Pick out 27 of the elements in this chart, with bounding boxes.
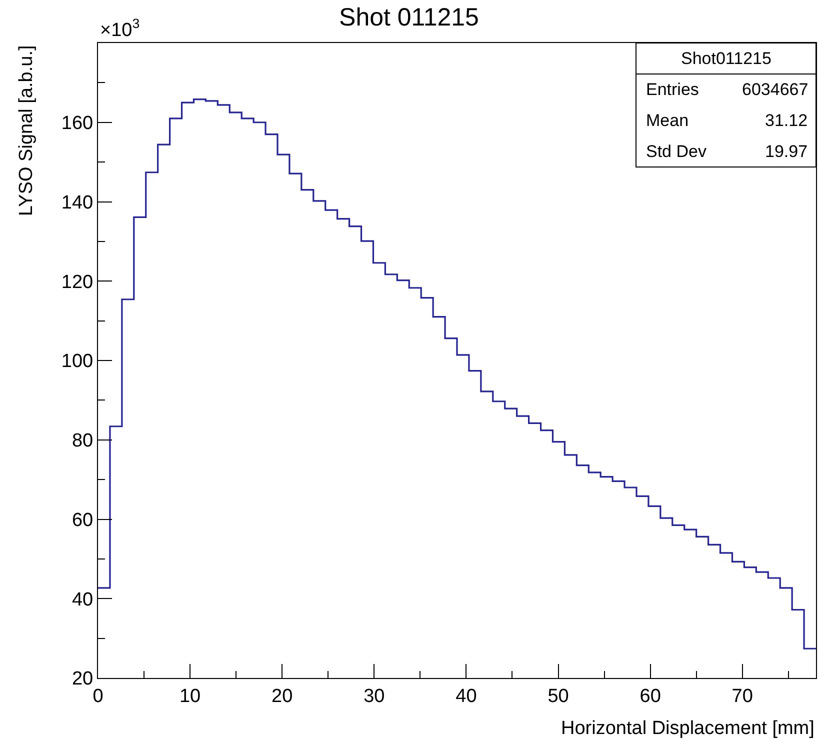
x-tick-label: 20 [272, 686, 293, 707]
y-tick-label: 20 [72, 668, 94, 690]
x-axis-title: Horizontal Displacement [mm] [561, 718, 814, 739]
text: ×10$^{3}$ [100, 16, 140, 41]
y-tick-label: 120 [61, 272, 94, 293]
x-tick-label: 0 [92, 686, 104, 707]
x-tick-label: 70 [732, 686, 753, 707]
annotation: 19.97 [765, 142, 808, 161]
y-tick-label: 100 [61, 351, 94, 372]
annotation: Std Dev [646, 142, 707, 161]
y-tick-label: 160 [61, 113, 94, 134]
x-tick-label: 10 [179, 686, 201, 707]
y-tick-label: 140 [61, 192, 94, 214]
annotation: 31.12 [765, 111, 808, 130]
x-tick-label: 60 [640, 686, 661, 707]
annotation: Mean [646, 111, 689, 130]
y-tick-label: 80 [72, 430, 94, 452]
annotation: 6034667 [742, 80, 808, 99]
x-tick-label: 40 [456, 686, 477, 707]
y-tick-label: 40 [72, 589, 94, 610]
annotation: Shot011215 [681, 49, 772, 68]
y-axis-title: LYSO Signal [a.b.u.] [16, 45, 37, 216]
annotation: Entries [646, 80, 699, 99]
y-tick-label: 60 [72, 510, 94, 531]
x-tick-label: 30 [364, 686, 385, 707]
chart-title: Shot 011215 [339, 4, 479, 32]
x-tick-label: 50 [548, 686, 569, 707]
